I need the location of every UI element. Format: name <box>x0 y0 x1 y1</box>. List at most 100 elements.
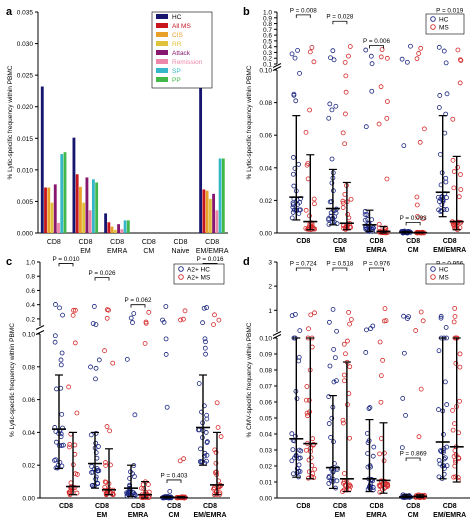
y-tick-label: 0.05 <box>259 416 272 423</box>
data-point <box>457 57 463 63</box>
data-point <box>381 318 387 324</box>
data-point <box>53 439 59 445</box>
data-point <box>91 304 97 309</box>
data-point <box>376 121 382 127</box>
p-value-label: P = 0.403 <box>160 472 188 479</box>
data-point <box>456 194 462 200</box>
p-value-label: P = 0.976 <box>363 261 391 268</box>
data-point <box>289 458 295 464</box>
x-tick-label: CM <box>408 247 419 254</box>
x-tick-label: Naive <box>172 248 190 255</box>
legend-marker <box>178 266 184 272</box>
y-tick-label: 0.7 <box>263 27 272 34</box>
data-point <box>436 348 442 354</box>
bar <box>47 187 51 233</box>
data-point <box>416 51 422 56</box>
data-point <box>450 157 456 163</box>
x-tick-label: CM <box>143 248 154 255</box>
data-point <box>333 210 339 216</box>
data-point <box>401 350 407 356</box>
legend-entry: MS <box>439 25 449 32</box>
data-point <box>348 196 354 202</box>
panel-label: d <box>243 256 250 268</box>
data-point <box>298 448 304 454</box>
data-point <box>382 306 388 311</box>
data-point <box>305 413 310 419</box>
data-point <box>340 200 346 206</box>
p-value-label: P = 0.093 <box>400 215 428 222</box>
y-tick-label: 1.0 <box>263 10 272 17</box>
data-point <box>330 307 336 312</box>
data-point <box>290 200 296 206</box>
legend-marker <box>430 274 436 280</box>
data-point <box>377 484 383 490</box>
data-point <box>408 43 413 49</box>
data-point <box>130 320 135 325</box>
data-point <box>342 471 347 476</box>
x-tick-label: CD8 <box>369 238 383 245</box>
data-point <box>444 463 450 469</box>
data-point <box>211 322 216 327</box>
data-point <box>363 124 369 130</box>
data-point <box>329 156 335 162</box>
legend-entry: PP <box>172 77 181 84</box>
data-point <box>306 397 312 403</box>
axis-break-mark <box>272 331 282 336</box>
data-point <box>67 444 72 450</box>
data-point <box>103 463 109 468</box>
data-point <box>110 360 116 366</box>
legend-entry: HC <box>439 17 449 24</box>
bar <box>82 202 86 233</box>
bar <box>202 189 206 233</box>
data-point <box>442 130 448 136</box>
data-point <box>457 398 462 404</box>
data-point <box>66 384 72 390</box>
data-point <box>326 475 332 480</box>
data-point <box>145 482 151 487</box>
data-point <box>103 460 108 465</box>
data-point <box>441 207 447 212</box>
data-point <box>306 326 311 332</box>
bar <box>60 154 64 233</box>
data-point <box>290 155 296 160</box>
data-point <box>311 59 317 65</box>
data-point <box>326 319 332 325</box>
legend-entry: SP <box>172 68 181 75</box>
data-point <box>452 314 458 319</box>
data-point <box>307 49 313 55</box>
data-point <box>182 308 188 314</box>
data-point <box>401 143 407 149</box>
legend-entry: All MS <box>172 23 191 30</box>
y-tick-label: 0.00 <box>22 496 35 503</box>
data-point <box>453 474 459 480</box>
y-tick-label: 0.04 <box>259 432 272 439</box>
x-tick-label: CD8 <box>333 503 347 510</box>
data-point <box>441 463 447 469</box>
data-point <box>405 316 410 321</box>
y-tick-label: 0.10 <box>259 68 272 75</box>
data-point <box>218 434 224 439</box>
y-tick-label: 0.035 <box>17 10 34 17</box>
legend-swatch <box>156 14 168 19</box>
data-point <box>329 415 335 421</box>
data-point <box>379 47 385 52</box>
data-point <box>436 105 442 110</box>
data-point <box>331 57 337 63</box>
data-point <box>303 447 309 453</box>
y-tick-label: 0.3 <box>263 50 272 57</box>
data-point <box>181 456 187 462</box>
data-point <box>160 317 165 323</box>
data-point <box>306 457 312 463</box>
data-point <box>203 339 208 345</box>
data-point <box>437 152 443 157</box>
y-tick-label: 1 <box>268 308 272 315</box>
data-point <box>310 436 316 442</box>
y-tick-label: 0.10 <box>259 336 272 343</box>
data-point <box>450 408 456 413</box>
data-point <box>370 453 376 459</box>
data-point <box>413 328 419 333</box>
data-point <box>312 466 318 472</box>
data-point <box>289 215 295 221</box>
x-tick-label: CD8 <box>203 503 217 510</box>
data-point <box>437 199 442 204</box>
